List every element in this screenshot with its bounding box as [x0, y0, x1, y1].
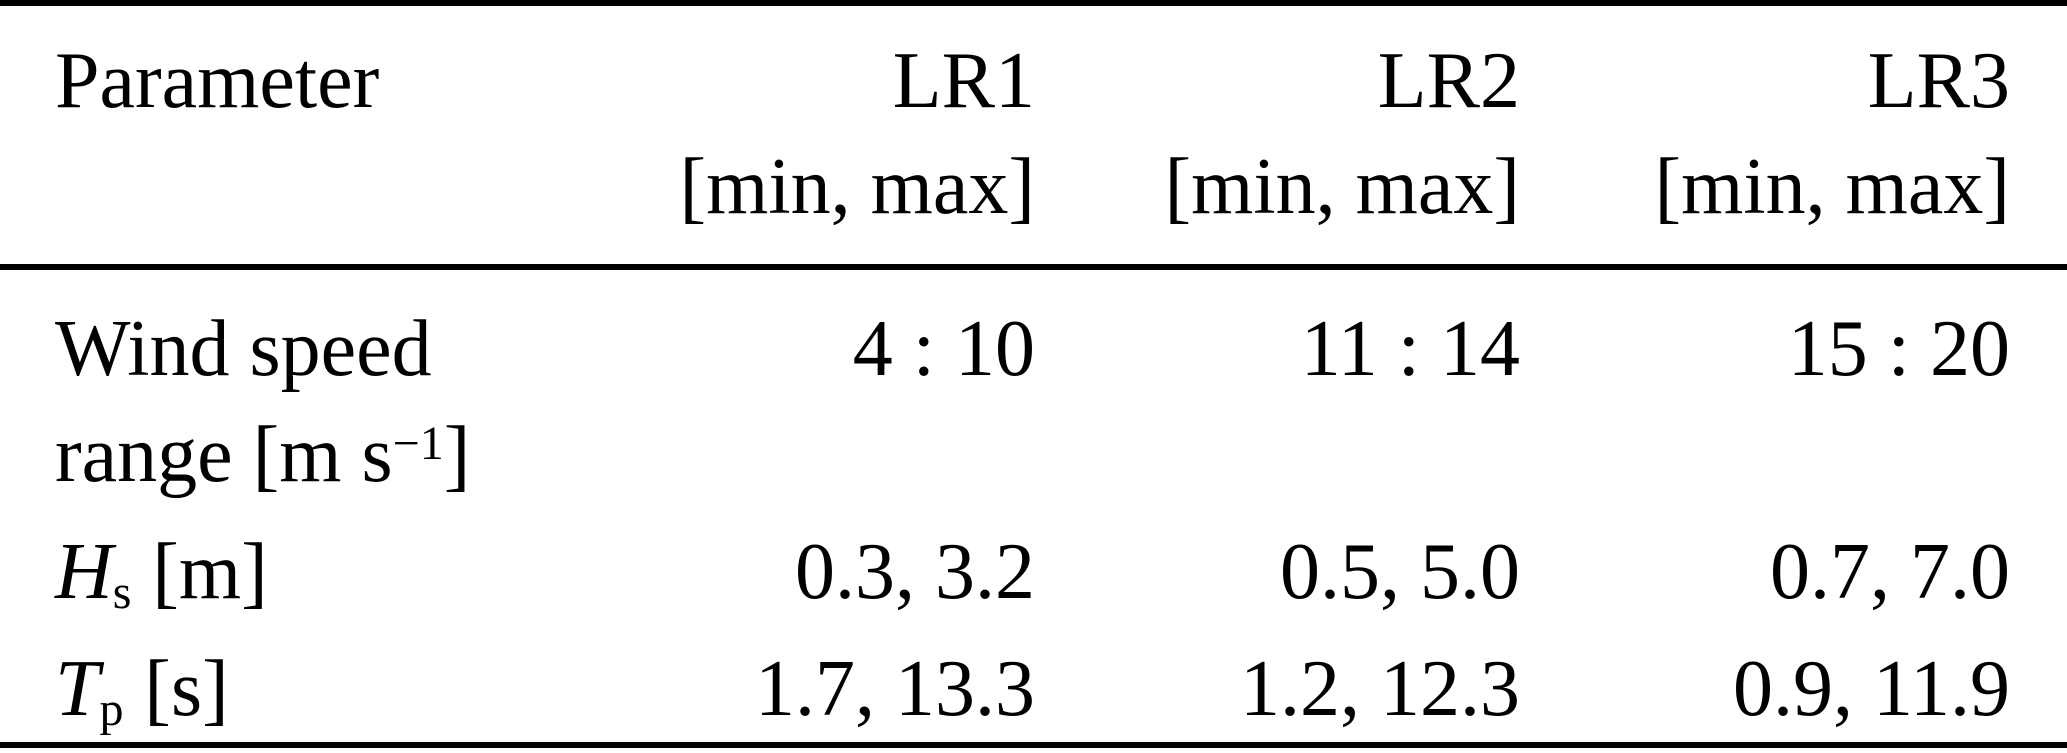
- tp-symbol: T: [55, 645, 100, 733]
- hs-unit: [m]: [152, 528, 268, 616]
- row-hs-label-cell: Hs [m]: [0, 519, 640, 636]
- hs-symbol: H: [55, 528, 113, 616]
- header-lr3-name: LR3: [1867, 37, 2010, 125]
- table-mid-rule: [0, 264, 2067, 270]
- cell-hs-lr2: 0.5, 5.0: [1280, 528, 1520, 616]
- row-tp-label-cell: Tp [s]: [0, 636, 640, 753]
- windspeed-label-line2: range [m s−1]: [55, 402, 640, 519]
- table-bottom-rule: [0, 742, 2067, 748]
- header-lr1-range-label: [min, max]: [679, 143, 1035, 231]
- cell-windspeed-lr3: 15 : 20: [1787, 305, 2010, 393]
- cell-hs-lr3: 0.7, 7.0: [1770, 528, 2010, 616]
- cell-hs-lr1: 0.3, 3.2: [795, 528, 1035, 616]
- header-lr1-cell: LR1 [min, max]: [640, 28, 1035, 264]
- table-body: Wind speed range [m s−1] 4 : 10 11 : 14 …: [0, 270, 2067, 742]
- cell-tp-lr3: 0.9, 11.9: [1732, 645, 2010, 733]
- cell-windspeed-lr2: 11 : 14: [1300, 305, 1520, 393]
- header-lr1-name: LR1: [892, 37, 1035, 125]
- windspeed-label-line1: Wind speed: [55, 305, 432, 393]
- tp-unit: [s]: [144, 645, 229, 733]
- windspeed-unit-suffix: ]: [443, 411, 471, 499]
- hs-subscript: s: [112, 565, 132, 619]
- cell-windspeed-lr1: 4 : 10: [852, 305, 1035, 393]
- header-lr3-range-label: [min, max]: [1654, 143, 2010, 231]
- header-parameter-label: Parameter: [55, 37, 380, 125]
- tp-subscript: p: [99, 682, 124, 736]
- windspeed-unit-prefix: range [m s: [55, 411, 393, 499]
- header-lr2-range-label: [min, max]: [1164, 143, 1520, 231]
- cell-tp-lr1: 1.7, 13.3: [755, 645, 1035, 733]
- header-lr3-cell: LR3 [min, max]: [1520, 28, 2010, 264]
- header-parameter-cell: Parameter: [0, 28, 640, 264]
- header-lr2-name: LR2: [1377, 37, 1520, 125]
- row-windspeed-label-cell: Wind speed range [m s−1]: [0, 296, 640, 519]
- cell-tp-lr2: 1.2, 12.3: [1240, 645, 1520, 733]
- table-top-rule: [0, 0, 2067, 6]
- windspeed-unit-superscript: −1: [392, 417, 444, 471]
- table-header-row: Parameter LR1 [min, max] LR2 [min, max] …: [0, 6, 2067, 264]
- header-lr2-cell: LR2 [min, max]: [1035, 28, 1520, 264]
